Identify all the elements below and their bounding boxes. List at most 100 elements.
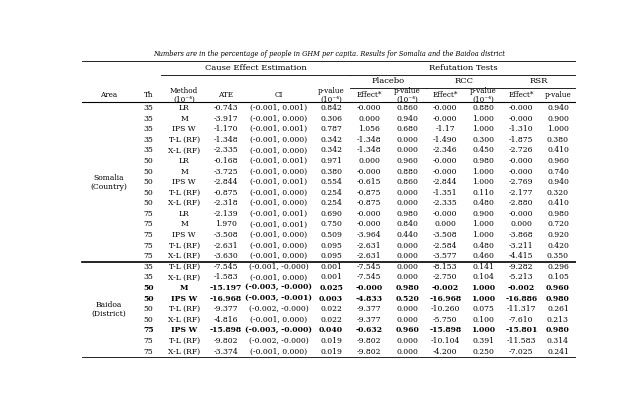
Text: -0.000: -0.000 — [433, 114, 458, 123]
Text: -1.348: -1.348 — [214, 136, 238, 144]
Text: p-value: p-value — [545, 91, 572, 99]
Text: 35: 35 — [143, 114, 153, 123]
Text: 1.000: 1.000 — [471, 284, 495, 292]
Text: (-0.001, 0.000): (-0.001, 0.000) — [250, 146, 307, 154]
Text: Effect*: Effect* — [356, 91, 382, 99]
Text: 1.000: 1.000 — [472, 125, 494, 133]
Text: 75: 75 — [143, 347, 153, 355]
Text: (-0.001, 0.001): (-0.001, 0.001) — [250, 178, 307, 186]
Text: -2.880: -2.880 — [509, 199, 534, 207]
Text: (-0.001, 0.000): (-0.001, 0.000) — [250, 273, 307, 281]
Text: -0.875: -0.875 — [357, 189, 381, 197]
Text: 0.380: 0.380 — [547, 136, 569, 144]
Text: -0.002: -0.002 — [508, 284, 535, 292]
Text: Effect*: Effect* — [509, 91, 534, 99]
Text: 75: 75 — [143, 210, 153, 218]
Text: -4.415: -4.415 — [509, 252, 534, 260]
Text: 50: 50 — [143, 189, 153, 197]
Text: 0.940: 0.940 — [396, 114, 418, 123]
Text: -3.868: -3.868 — [509, 231, 534, 239]
Text: (-0.003, -0.000): (-0.003, -0.000) — [245, 326, 312, 334]
Text: Refutation Tests: Refutation Tests — [429, 64, 497, 72]
Text: -11.317: -11.317 — [507, 305, 536, 313]
Text: 0.213: 0.213 — [547, 316, 569, 324]
Text: 50: 50 — [143, 178, 153, 186]
Text: -4.816: -4.816 — [214, 316, 238, 324]
Text: 0.000: 0.000 — [396, 136, 418, 144]
Text: 0.880: 0.880 — [472, 104, 494, 112]
Text: 0.960: 0.960 — [546, 284, 570, 292]
Text: -3.577: -3.577 — [433, 252, 458, 260]
Text: Area: Area — [100, 91, 117, 99]
Text: -3.211: -3.211 — [509, 242, 534, 249]
Text: 0.095: 0.095 — [320, 242, 342, 249]
Text: 0.000: 0.000 — [396, 252, 418, 260]
Text: 0.900: 0.900 — [472, 210, 494, 218]
Text: 50: 50 — [143, 284, 154, 292]
Text: 0.509: 0.509 — [320, 231, 342, 239]
Text: 0.296: 0.296 — [547, 263, 569, 271]
Text: -2.769: -2.769 — [509, 178, 534, 186]
Text: 0.980: 0.980 — [546, 295, 570, 303]
Text: T-L (RF): T-L (RF) — [168, 263, 200, 271]
Text: -0.000: -0.000 — [509, 104, 534, 112]
Text: 0.391: 0.391 — [472, 337, 494, 345]
Text: -3.374: -3.374 — [214, 347, 238, 355]
Text: 1.970: 1.970 — [215, 220, 237, 229]
Text: -0.000: -0.000 — [357, 220, 381, 229]
Text: CI: CI — [275, 91, 283, 99]
Text: 0.110: 0.110 — [472, 189, 494, 197]
Text: 0.241: 0.241 — [547, 347, 569, 355]
Text: T-L (RF): T-L (RF) — [168, 337, 200, 345]
Text: -1.348: -1.348 — [357, 146, 381, 154]
Text: -9.377: -9.377 — [214, 305, 238, 313]
Text: 0.000: 0.000 — [396, 146, 418, 154]
Text: 0.000: 0.000 — [396, 199, 418, 207]
Text: -3.630: -3.630 — [214, 252, 238, 260]
Text: 0.022: 0.022 — [320, 316, 342, 324]
Text: 0.460: 0.460 — [472, 252, 494, 260]
Text: 1.000: 1.000 — [547, 125, 569, 133]
Text: -9.377: -9.377 — [357, 316, 381, 324]
Text: 50: 50 — [143, 199, 153, 207]
Text: -4.200: -4.200 — [433, 347, 458, 355]
Text: 0.920: 0.920 — [547, 231, 569, 239]
Text: 0.787: 0.787 — [320, 125, 342, 133]
Text: T-L (RF): T-L (RF) — [168, 136, 200, 144]
Text: -0.168: -0.168 — [214, 157, 238, 165]
Text: ATE: ATE — [218, 91, 234, 99]
Text: 0.842: 0.842 — [320, 104, 342, 112]
Text: 0.350: 0.350 — [547, 252, 569, 260]
Text: (-0.001, 0.000): (-0.001, 0.000) — [250, 136, 307, 144]
Text: -1.351: -1.351 — [433, 189, 458, 197]
Text: 0.250: 0.250 — [472, 347, 494, 355]
Text: (-0.001, 0.000): (-0.001, 0.000) — [250, 189, 307, 197]
Text: Th: Th — [143, 91, 153, 99]
Text: -0.000: -0.000 — [509, 114, 534, 123]
Text: 0.880: 0.880 — [396, 168, 418, 176]
Text: -9.282: -9.282 — [509, 263, 534, 271]
Text: -1.170: -1.170 — [214, 125, 238, 133]
Text: -2.177: -2.177 — [509, 189, 534, 197]
Text: -0.000: -0.000 — [357, 104, 381, 112]
Text: IPS W: IPS W — [172, 178, 196, 186]
Text: -0.002: -0.002 — [432, 284, 459, 292]
Text: -2.139: -2.139 — [214, 210, 238, 218]
Text: 0.740: 0.740 — [547, 168, 569, 176]
Text: -1.310: -1.310 — [509, 125, 534, 133]
Text: M: M — [180, 114, 188, 123]
Text: (-0.001, 0.001): (-0.001, 0.001) — [250, 125, 307, 133]
Text: 0.900: 0.900 — [547, 114, 569, 123]
Text: 75: 75 — [143, 337, 153, 345]
Text: -15.801: -15.801 — [505, 326, 538, 334]
Text: 0.314: 0.314 — [547, 337, 569, 345]
Text: -9.802: -9.802 — [357, 347, 381, 355]
Text: 0.000: 0.000 — [396, 242, 418, 249]
Text: 0.000: 0.000 — [396, 305, 418, 313]
Text: Somalia
(Country): Somalia (Country) — [90, 174, 127, 191]
Text: 35: 35 — [143, 273, 153, 281]
Text: 50: 50 — [143, 295, 154, 303]
Text: -3.508: -3.508 — [214, 231, 238, 239]
Text: 0.306: 0.306 — [320, 114, 342, 123]
Text: 75: 75 — [143, 231, 153, 239]
